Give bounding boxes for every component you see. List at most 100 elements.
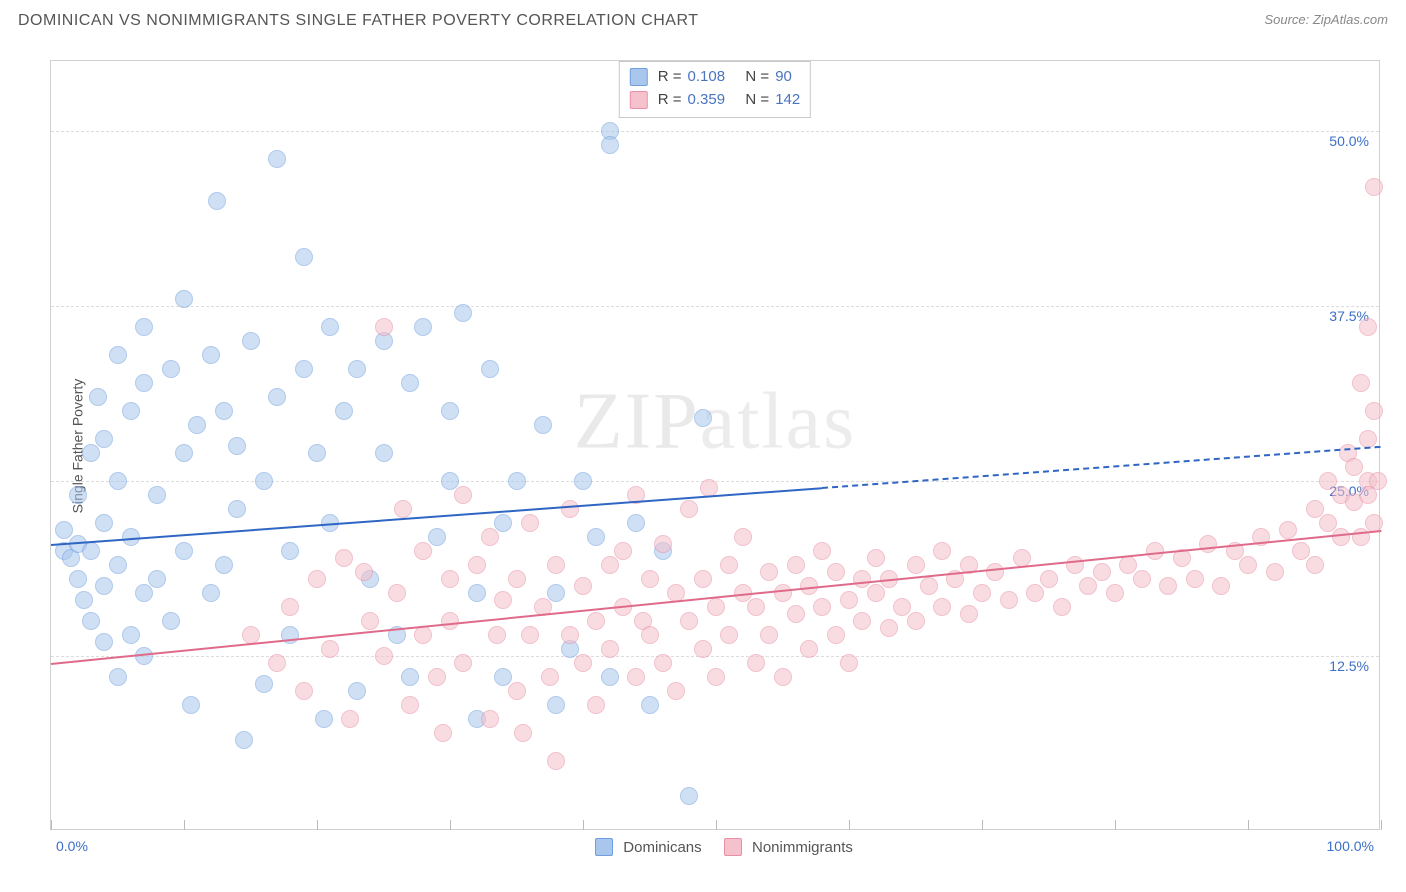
data-point-dominicans (348, 360, 366, 378)
data-point-dominicans (82, 612, 100, 630)
watermark: ZIPatlas (574, 376, 857, 467)
data-point-nonimmigrants (441, 570, 459, 588)
data-point-dominicans (162, 360, 180, 378)
data-point-dominicans (89, 388, 107, 406)
data-point-dominicans (255, 472, 273, 490)
data-point-dominicans (175, 444, 193, 462)
data-point-nonimmigrants (242, 626, 260, 644)
data-point-nonimmigrants (787, 556, 805, 574)
data-point-nonimmigrants (268, 654, 286, 672)
data-point-nonimmigrants (760, 563, 778, 581)
x-tick (317, 820, 318, 830)
data-point-nonimmigrants (973, 584, 991, 602)
data-point-dominicans (348, 682, 366, 700)
data-point-nonimmigrants (1000, 591, 1018, 609)
data-point-nonimmigrants (1106, 584, 1124, 602)
data-point-nonimmigrants (787, 605, 805, 623)
data-point-nonimmigrants (641, 570, 659, 588)
data-point-nonimmigrants (800, 640, 818, 658)
data-point-dominicans (268, 388, 286, 406)
x-tick (450, 820, 451, 830)
data-point-dominicans (122, 402, 140, 420)
data-point-dominicans (321, 318, 339, 336)
data-point-nonimmigrants (1359, 318, 1377, 336)
data-point-dominicans (414, 318, 432, 336)
y-tick-label: 12.5% (1329, 658, 1369, 674)
chart-title: DOMINICAN VS NONIMMIGRANTS SINGLE FATHER… (18, 12, 699, 30)
series-legend: Dominicans Nonimmigrants (50, 838, 1380, 856)
data-point-nonimmigrants (893, 598, 911, 616)
chart-header: DOMINICAN VS NONIMMIGRANTS SINGLE FATHER… (0, 0, 1406, 38)
data-point-dominicans (441, 402, 459, 420)
data-point-nonimmigrants (1212, 577, 1230, 595)
data-point-nonimmigrants (1133, 570, 1151, 588)
data-point-nonimmigrants (541, 668, 559, 686)
data-point-dominicans (454, 304, 472, 322)
data-point-dominicans (335, 402, 353, 420)
data-point-nonimmigrants (840, 591, 858, 609)
data-point-nonimmigrants (414, 542, 432, 560)
data-point-nonimmigrants (428, 668, 446, 686)
data-point-dominicans (641, 696, 659, 714)
data-point-dominicans (601, 136, 619, 154)
data-point-nonimmigrants (1365, 178, 1383, 196)
data-point-nonimmigrants (654, 654, 672, 672)
data-point-dominicans (202, 346, 220, 364)
data-point-nonimmigrants (707, 668, 725, 686)
data-point-nonimmigrants (454, 654, 472, 672)
data-point-nonimmigrants (1093, 563, 1111, 581)
x-tick (1381, 820, 1382, 830)
data-point-nonimmigrants (547, 556, 565, 574)
x-tick (184, 820, 185, 830)
chart-plot-area: ZIPatlas 12.5%25.0%37.5%50.0% R = 0.108 … (50, 60, 1380, 830)
data-point-dominicans (547, 584, 565, 602)
data-point-dominicans (547, 696, 565, 714)
data-point-dominicans (69, 570, 87, 588)
data-point-nonimmigrants (1332, 528, 1350, 546)
data-point-dominicans (162, 612, 180, 630)
data-point-dominicans (680, 787, 698, 805)
data-point-nonimmigrants (574, 577, 592, 595)
data-point-nonimmigrants (587, 696, 605, 714)
data-point-nonimmigrants (1199, 535, 1217, 553)
data-point-nonimmigrants (813, 542, 831, 560)
data-point-nonimmigrants (1306, 556, 1324, 574)
data-point-nonimmigrants (414, 626, 432, 644)
data-point-nonimmigrants (521, 626, 539, 644)
data-point-dominicans (175, 542, 193, 560)
data-point-dominicans (281, 542, 299, 560)
data-point-dominicans (109, 556, 127, 574)
data-point-nonimmigrants (281, 598, 299, 616)
data-point-nonimmigrants (960, 605, 978, 623)
data-point-nonimmigrants (827, 563, 845, 581)
data-point-dominicans (268, 150, 286, 168)
data-point-dominicans (694, 409, 712, 427)
data-point-nonimmigrants (335, 549, 353, 567)
data-point-nonimmigrants (760, 626, 778, 644)
data-point-nonimmigrants (508, 682, 526, 700)
data-point-nonimmigrants (667, 682, 685, 700)
data-point-dominicans (95, 577, 113, 595)
data-point-dominicans (109, 472, 127, 490)
data-point-dominicans (534, 416, 552, 434)
data-point-dominicans (109, 346, 127, 364)
data-point-dominicans (255, 675, 273, 693)
data-point-dominicans (148, 486, 166, 504)
data-point-nonimmigrants (920, 577, 938, 595)
data-point-nonimmigrants (867, 584, 885, 602)
data-point-dominicans (627, 514, 645, 532)
data-point-dominicans (109, 668, 127, 686)
data-point-dominicans (95, 430, 113, 448)
data-point-nonimmigrants (933, 598, 951, 616)
data-point-nonimmigrants (680, 612, 698, 630)
x-tick (982, 820, 983, 830)
data-point-dominicans (208, 192, 226, 210)
trend-line (51, 530, 1381, 665)
data-point-nonimmigrants (587, 612, 605, 630)
data-point-dominicans (135, 374, 153, 392)
data-point-dominicans (95, 514, 113, 532)
stats-row-dominicans: R = 0.108 N = 90 (630, 66, 800, 89)
data-point-nonimmigrants (1053, 598, 1071, 616)
data-point-nonimmigrants (1026, 584, 1044, 602)
data-point-dominicans (401, 374, 419, 392)
